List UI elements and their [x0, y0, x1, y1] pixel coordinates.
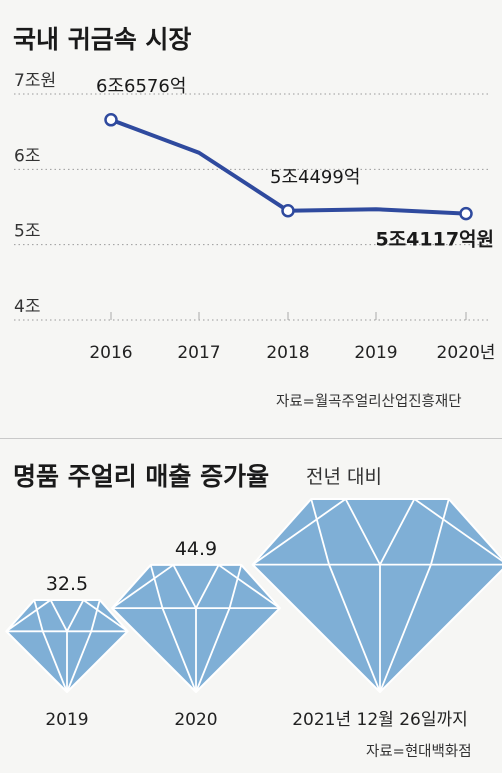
diamond-facet [66, 630, 93, 693]
diamond-facet [82, 599, 129, 633]
x-tick-label: 2016 [89, 343, 132, 360]
diamond-facet [413, 498, 502, 562]
diamond-facet [66, 599, 85, 632]
diamond-bar [5, 599, 129, 693]
diamond-facet [90, 599, 101, 632]
x-tick-label: 2019 [354, 343, 397, 360]
x-tick-label: 2017 [177, 343, 220, 360]
data-point [104, 113, 118, 127]
diamond-facet [41, 630, 68, 693]
diamond-facet [195, 607, 231, 693]
diamond-facet [379, 498, 416, 566]
category-label: 2021년 12월 26일까지 [292, 710, 468, 730]
diamond-facet [33, 599, 44, 632]
diamond-facet [5, 599, 52, 633]
section-divider [0, 438, 502, 439]
market-source: 자료=월곡주얼리산업진흥재단 [276, 394, 462, 410]
diamond-facet [111, 564, 174, 609]
luxury-chart-subtitle: 전년 대비 [306, 466, 382, 488]
category-label: 2020 [174, 710, 217, 730]
data-label: 6조6576억 [96, 76, 186, 97]
diamond-facet [430, 498, 450, 565]
data-point [459, 206, 473, 221]
diamond-facet [218, 564, 281, 609]
data-label: 5조4117억원 [375, 229, 494, 251]
x-tick-label: 2020년 [437, 343, 496, 360]
diamond-facet [195, 564, 220, 609]
data-label: 5조4499억 [270, 167, 360, 188]
diamond-facet [49, 599, 68, 632]
diamond-facet [328, 564, 381, 693]
y-tick-label: 6조 [14, 146, 40, 166]
y-tick-label: 4조 [14, 297, 40, 317]
diamond-facet [252, 498, 347, 566]
luxury-diamond-chart: 32.5 2019 44.9 2020 68.2% 2021년 12월 26일까지 [5, 490, 502, 730]
diamond-facet [172, 564, 197, 609]
market-line-chart: 4조 5조 6조 7조원 2016 2017 2018 2019 2020년 6조6576억 5조4… [14, 71, 496, 360]
luxury-chart-title: 명품 주얼리 매출 증가율 [13, 462, 270, 491]
y-tick-label: 7조원 [14, 71, 56, 91]
diamond-facet [161, 607, 197, 693]
diamond-body [251, 497, 502, 693]
diamond-facet [310, 498, 330, 565]
y-tick-label: 5조 [14, 222, 40, 242]
diamond-facet [149, 564, 164, 609]
market-chart-title: 국내 귀금속 시장 [13, 25, 192, 54]
category-label: 2019 [45, 710, 88, 730]
value-label: 44.9 [175, 538, 217, 560]
value-label: 32.5 [46, 573, 88, 595]
diamond-facet [228, 564, 243, 609]
luxury-source: 자료=현대백화점 [366, 744, 472, 760]
value-label: 68.2% [344, 490, 417, 494]
diamond-facet [379, 564, 432, 693]
diamond-bar [111, 563, 281, 693]
data-point [281, 204, 295, 218]
diamond-bar [251, 497, 502, 693]
x-tick-label: 2018 [266, 343, 309, 360]
diamond-facet [344, 498, 381, 566]
